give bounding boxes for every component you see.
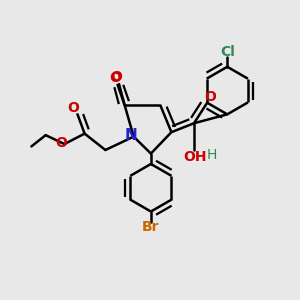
Text: O: O xyxy=(55,136,67,151)
Text: N: N xyxy=(124,128,137,142)
Text: H: H xyxy=(207,148,217,162)
Text: O: O xyxy=(204,90,216,104)
Text: Cl: Cl xyxy=(220,45,235,59)
Text: Br: Br xyxy=(142,220,160,234)
Text: O: O xyxy=(109,71,121,85)
Text: OH: OH xyxy=(184,150,207,164)
Text: O: O xyxy=(110,70,122,84)
Text: O: O xyxy=(68,101,80,115)
